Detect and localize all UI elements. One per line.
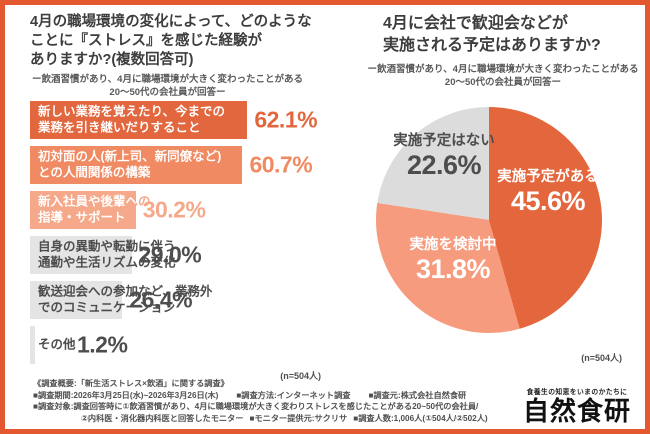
bar-chart-subtitle: ー飲酒習慣があり、4月に職場環境が大きく変わったことがある 20〜50代の会社員… bbox=[30, 73, 333, 99]
bar-value: 26.4% bbox=[129, 286, 193, 313]
pie-label-2: 実施予定はない 22.6% bbox=[374, 133, 514, 180]
monitor-provider: ■モニター提供元:サクリサ bbox=[249, 413, 348, 423]
bar-value: 1.2% bbox=[77, 331, 128, 358]
survey-target-2: ②内科医・消化器内科医と回答したモニター bbox=[81, 413, 244, 423]
pie-slice-2-value: 22.6% bbox=[406, 150, 482, 180]
brand-logo: 食養生の知恵をいまのかたちに 自然食研 bbox=[521, 386, 633, 426]
pie-slice-2-name: 実施予定はない bbox=[393, 133, 495, 149]
bar-value: 30.2% bbox=[142, 196, 206, 223]
pie-label-1: 実施を検討中 31.8% bbox=[400, 237, 506, 284]
bar-chart-n-label: (n=504人) bbox=[280, 371, 321, 381]
main-columns: 4月の職場環境の変化によって、どのような ことに『ストレス』を感じた経験が あり… bbox=[5, 5, 645, 382]
bar bbox=[30, 191, 136, 229]
bar-chart-title-line2: ことに『ストレス』を感じた経験が bbox=[30, 33, 262, 49]
survey-overview: 《調査概要:「新生活ストレス×飲酒」に関する調査》 ■調査期間:2026年3月2… bbox=[33, 378, 538, 424]
pie-chart: 実施予定がある 45.6% 実施を検討中 31.8% 実施予定はない 22.6% bbox=[374, 107, 604, 337]
brand-tagline: 食養生の知恵をいまのかたちに bbox=[526, 389, 628, 396]
bar-row: 新しい業務を覚えたり、今までの 業務を引き継いだりすること 62.1% bbox=[30, 101, 333, 139]
bar-category-label: 初対面の人(新上司、新同僚など) との人間関係の構築 bbox=[38, 150, 318, 181]
survey-source: ■調査元:株式会社自然食研 bbox=[368, 390, 467, 400]
survey-period: ■調査期間:2026年3月25日(水)~2026年3月26日(木) bbox=[33, 390, 219, 400]
pie-chart-subtitle-line2: 20〜50代の会社員が回答ー bbox=[444, 77, 562, 88]
bar-chart-title-line1: 4月の職場環境の変化によって、どのような bbox=[30, 14, 312, 30]
survey-count: ■調査人数:1,006人(①504人/②502人) bbox=[353, 413, 488, 423]
bar-row: 初対面の人(新上司、新同僚など) との人間関係の構築 60.7% bbox=[30, 146, 333, 184]
bar bbox=[30, 236, 132, 274]
bar-category-label: 自身の異動や転勤に伴う、 通勤や生活リズムの変化 bbox=[38, 239, 189, 270]
bar bbox=[30, 146, 243, 184]
pie-slice-0-value: 45.6% bbox=[510, 186, 586, 216]
pie-chart-subtitle: ー飲酒習慣があり、4月に職場環境が大きく変わったことがある 20〜50代の会社員… bbox=[333, 63, 645, 89]
bar-category-label: その他 bbox=[38, 337, 76, 352]
bar bbox=[30, 101, 248, 139]
bar-row: 自身の異動や転勤に伴う、 通勤や生活リズムの変化 29.0% bbox=[30, 236, 333, 274]
bar-row: 歓送迎会への参加など、業務外 でのコミュニケーション 26.4% bbox=[30, 281, 333, 319]
bar-chart-subtitle-line1: ー飲酒習慣があり、4月に職場環境が大きく変わったことがある bbox=[32, 74, 303, 85]
pie-chart-n-label: (n=504人) bbox=[581, 353, 622, 363]
pie bbox=[376, 107, 602, 333]
pie-label-0: 実施予定がある 45.6% bbox=[492, 169, 604, 216]
bar-chart-panel: 4月の職場環境の変化によって、どのような ことに『ストレス』を感じた経験が あり… bbox=[5, 5, 333, 382]
survey-target-line1: ■調査対象:調査回答時に①飲酒習慣があり、4月に職場環境が大きく変わりストレスを… bbox=[33, 402, 479, 412]
bar-value: 29.0% bbox=[138, 241, 202, 268]
survey-method: ■調査方法:インターネット調査 bbox=[236, 390, 351, 400]
bar bbox=[30, 326, 35, 364]
bar-category-label: 新しい業務を覚えたり、今までの 業務を引き継いだりすること bbox=[38, 105, 318, 136]
pie-chart-title: 4月に会社で歓迎会などが 実施される予定はありますか? bbox=[333, 13, 645, 57]
pie-chart-title-line1: 4月に会社で歓迎会などが bbox=[383, 15, 568, 32]
pie-chart-title-line2: 実施される予定はありますか? bbox=[383, 37, 601, 54]
brand-name: 自然食研 bbox=[522, 396, 631, 426]
bar-chart-subtitle-line2: 20〜50代の会社員が回答ー bbox=[109, 87, 226, 98]
survey-overview-line2: ■調査期間:2026年3月25日(水)~2026年3月26日(木) ■調査方法:イ… bbox=[33, 390, 538, 402]
bar-value: 62.1% bbox=[254, 106, 318, 133]
bar-value: 60.7% bbox=[249, 151, 313, 178]
bar-category-label: 歓送迎会への参加など、業務外 でのコミュニケーション bbox=[38, 284, 213, 315]
pie-chart-panel: 4月に会社で歓迎会などが 実施される予定はありますか? ー飲酒習慣があり、4月に… bbox=[333, 5, 645, 382]
bar-chart: 新しい業務を覚えたり、今までの 業務を引き継いだりすること 62.1% 初対面の人(… bbox=[30, 101, 333, 364]
bar-category-label: 新入社員や後輩への 指導・サポート bbox=[38, 195, 318, 226]
survey-target-line2: ②内科医・消化器内科医と回答したモニター ■モニター提供元:サクリサ ■調査人数:1… bbox=[33, 413, 538, 425]
bar-row: その他 1.2% bbox=[30, 326, 333, 364]
pie-slice-1-value: 31.8% bbox=[415, 254, 491, 284]
bar-row: 新入社員や後輩への 指導・サポート 30.2% bbox=[30, 191, 333, 229]
survey-overview-heading: 《調査概要:「新生活ストレス×飲酒」に関する調査》 bbox=[33, 379, 229, 388]
bar-chart-title-line3: ありますか?(複数回答可) bbox=[30, 52, 194, 68]
bar bbox=[30, 281, 123, 319]
pie-slice-0-name: 実施予定がある bbox=[497, 169, 599, 185]
pie-slice-1-name: 実施を検討中 bbox=[409, 237, 497, 253]
bar-chart-title: 4月の職場環境の変化によって、どのような ことに『ストレス』を感じた経験が あり… bbox=[30, 13, 333, 70]
pie-chart-subtitle-line1: ー飲酒習慣があり、4月に職場環境が大きく変わったことがある bbox=[367, 64, 639, 75]
